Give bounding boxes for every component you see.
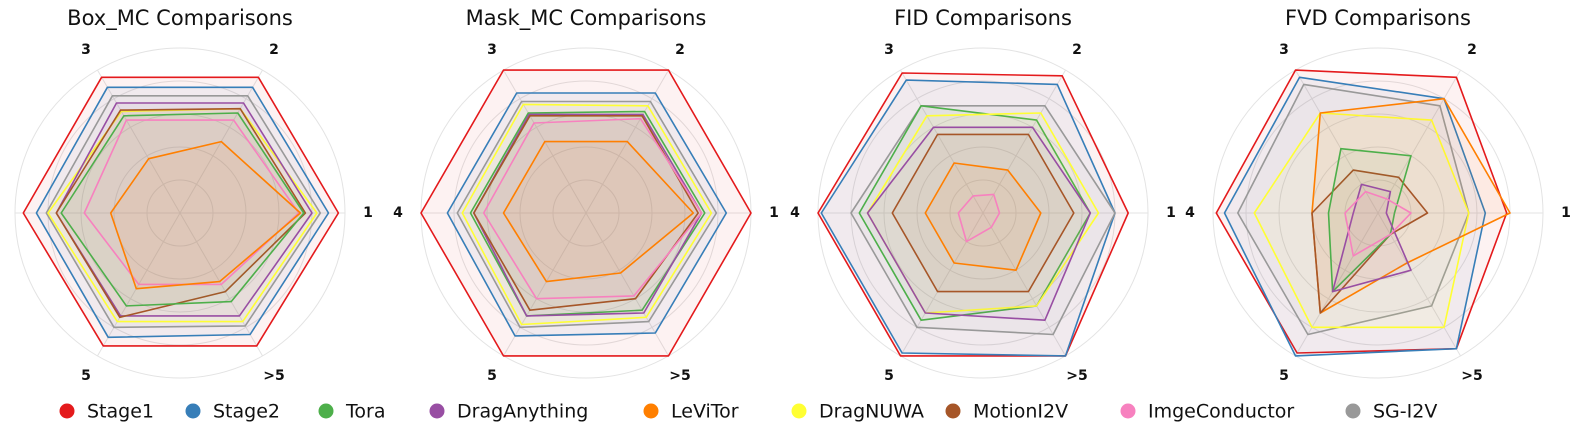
axis-label: 1	[1166, 205, 1176, 221]
spoke-line	[1295, 212, 1379, 357]
axis-label: 5	[1279, 368, 1289, 384]
series-polygon-motioni2v	[891, 133, 1075, 293]
legend-label: Stage1	[87, 401, 154, 423]
axis-label: 3	[81, 42, 91, 58]
axis-label: 1	[1561, 205, 1571, 221]
legend-marker	[318, 403, 334, 419]
series-polygon-sg-i2v	[45, 95, 322, 329]
legend-label: SG-I2V	[1373, 401, 1437, 423]
series-polygon-levitor	[502, 140, 695, 283]
series-polygon-levitor	[924, 162, 1042, 272]
legend-label: ImgeConductor	[1148, 401, 1294, 423]
panel-title: Mask_MC Comparisons	[466, 6, 707, 31]
axis-label: 4	[1185, 205, 1195, 221]
axis-label: 4	[393, 205, 403, 221]
series-polygon-imgeconductor	[83, 119, 300, 286]
legend-label: MotionI2V	[973, 401, 1068, 423]
legend-item-stage2: Stage2	[185, 401, 280, 423]
panel-title: FID Comparisons	[894, 6, 1072, 30]
spoke-line	[982, 212, 1066, 357]
series-polygon-draganything	[1331, 183, 1412, 293]
radar-panel-mask-mc-comparisons: Mask_MC Comparisons 1 2 3 4 5 >5	[393, 6, 779, 384]
spoke-line	[982, 69, 1066, 214]
spoke-line	[585, 212, 669, 357]
legend-item-tora: Tora	[318, 401, 385, 423]
axis-label: 5	[884, 368, 894, 384]
axis-label: 3	[487, 42, 497, 58]
axis-label: >5	[1066, 368, 1087, 384]
series-polygon-sg-i2v	[456, 100, 718, 329]
series-polygon-motioni2v	[472, 115, 700, 312]
series-polygon-stage1	[22, 76, 340, 347]
series-polygon-sg-i2v	[850, 105, 1116, 336]
legend-label: Stage2	[213, 401, 280, 423]
legend-label: LeViTor	[671, 401, 739, 423]
series-polygon-dragnuwa	[461, 103, 713, 326]
legend-marker	[1120, 403, 1136, 419]
legend-item-stage1: Stage1	[59, 401, 154, 423]
axis-label: >5	[669, 368, 690, 384]
axis-label: 2	[1467, 42, 1477, 58]
spoke-line	[97, 69, 181, 214]
axis-label: 5	[487, 368, 497, 384]
axis-label: 5	[81, 368, 91, 384]
legend-label: Tora	[345, 401, 385, 423]
axis-label: 1	[769, 205, 779, 221]
series-polygon-imgeconductor	[957, 193, 1001, 243]
series-polygon-imgeconductor	[1344, 190, 1412, 257]
spoke-line	[1377, 212, 1461, 357]
legend-item-sg-i2v: SG-I2V	[1345, 401, 1437, 423]
legend-item-draganything: DragAnything	[429, 401, 588, 423]
series-polygon-dragnuwa	[1253, 112, 1470, 329]
axis-label: 2	[269, 42, 279, 58]
axis-label: >5	[1461, 368, 1482, 384]
spoke-line	[1377, 69, 1461, 214]
legend: Stage1 Stage2 Tora DragAnything LeViTor DragN…	[59, 401, 1437, 423]
radar-panel-fid-comparisons: FID Comparisons 1 2 3 4 5 >5	[790, 6, 1176, 384]
series-polygon-draganything	[866, 126, 1092, 322]
legend-marker	[429, 403, 445, 419]
legend-marker	[643, 403, 659, 419]
legend-marker	[945, 403, 961, 419]
legend-item-dragnuwa: DragNUWA	[791, 401, 924, 423]
legend-item-imgeconductor: ImgeConductor	[1120, 401, 1294, 423]
legend-marker	[1345, 403, 1361, 419]
series-polygon-levitor	[109, 140, 302, 290]
axis-label: 3	[1279, 42, 1289, 58]
axis-label: 2	[1072, 42, 1082, 58]
legend-marker	[791, 403, 807, 419]
legend-label: DragAnything	[457, 401, 588, 423]
legend-marker	[59, 403, 75, 419]
series-polygon-stage2	[820, 79, 1116, 357]
panel-title: FVD Comparisons	[1285, 6, 1471, 30]
spoke-line	[900, 69, 984, 214]
series-polygon-sg-i2v	[1237, 83, 1470, 336]
radar-panel-fvd-comparisons: FVD Comparisons 1 2 3 4 5 >5	[1185, 6, 1571, 384]
axis-label: >5	[263, 368, 284, 384]
panel-title: Box_MC Comparisons	[67, 6, 293, 31]
spoke-line	[900, 212, 984, 357]
legend-item-levitor: LeViTor	[643, 401, 739, 423]
axis-label: 1	[363, 205, 373, 221]
axis-label: 4	[790, 205, 800, 221]
axis-label: 2	[675, 42, 685, 58]
legend-label: DragNUWA	[819, 401, 924, 423]
spoke-line	[1295, 69, 1379, 214]
axis-label: 3	[884, 42, 894, 58]
series-polygon-stage2	[35, 86, 330, 339]
legend-marker	[185, 403, 201, 419]
spoke-line	[503, 212, 587, 357]
legend-item-motioni2v: MotionI2V	[945, 401, 1068, 423]
